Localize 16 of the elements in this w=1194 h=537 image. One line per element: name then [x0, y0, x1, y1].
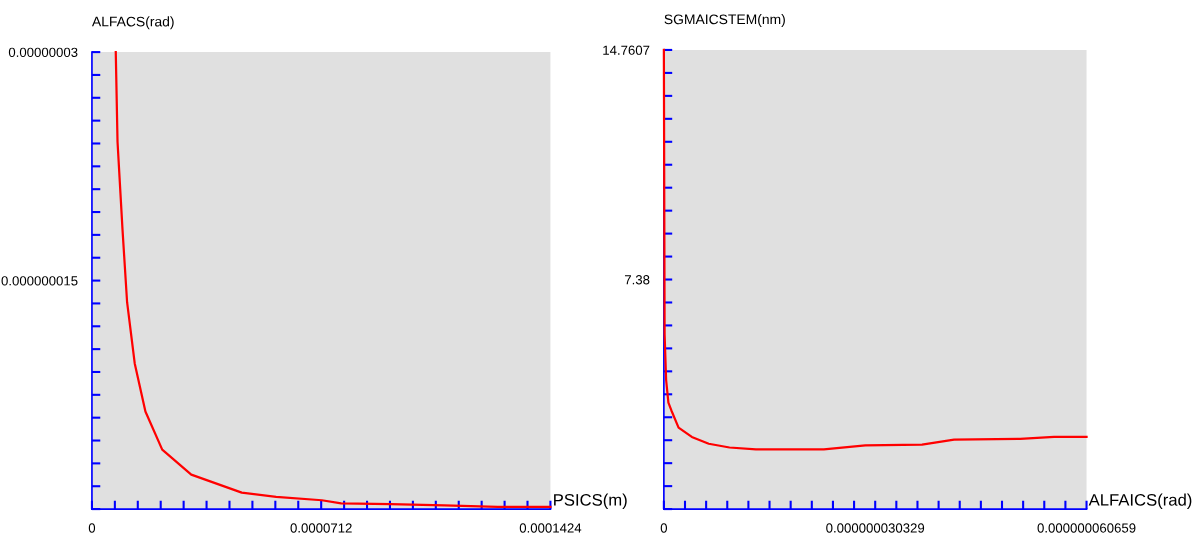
- y-tick-label: 0.000000015: [1, 276, 78, 286]
- x-tick-label: 0.0001424: [519, 523, 582, 533]
- x-tick-label: 0.000000060659: [1037, 523, 1136, 533]
- y-tick-label: 7.38: [624, 275, 650, 285]
- x-tick-label: 0: [660, 523, 668, 533]
- x-axis-title: ALFAICS(rad): [1088, 493, 1192, 510]
- y-tick-label: 14.7607: [603, 45, 650, 55]
- line-series: [662, 48, 1088, 451]
- line-series: [114, 50, 552, 508]
- x-axis-title: PSICS(m): [554, 493, 627, 510]
- x-tick-label: 0.000000030329: [826, 523, 925, 533]
- x-tick-label: 0: [88, 523, 96, 533]
- x-tick-label: 0.0000712: [290, 523, 352, 533]
- y-axis-title: SGMAICSTEM(nm): [664, 14, 785, 27]
- y-tick-label: 0.00000003: [8, 47, 78, 57]
- y-axis-title: ALFACS(rad): [91, 16, 174, 30]
